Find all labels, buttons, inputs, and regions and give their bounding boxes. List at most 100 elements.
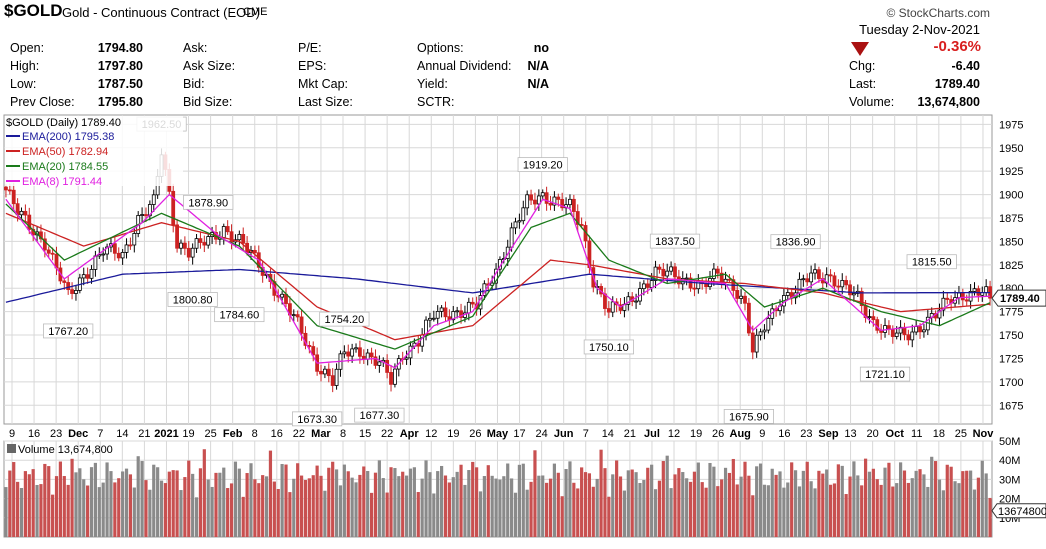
candle-body [852,293,856,296]
x-tick-label: 23 [50,428,62,440]
candle-body [190,247,195,258]
candle-body [241,234,246,244]
volume-bar [451,477,455,537]
price-annotation: 1750.10 [589,342,629,354]
volume-bar [334,469,339,537]
volume-tick-label: 30M [999,474,1020,486]
candle-body [914,326,919,333]
price-panel-frame [3,114,993,425]
candle-body [354,347,358,350]
x-tick-label: 19 [182,428,194,440]
volume-bar [692,471,697,537]
volume-bar [54,476,59,537]
candle-body [202,242,207,246]
candle-body [746,302,751,334]
volume-bar [420,478,424,537]
volume-bar [323,490,327,537]
candle-body [116,252,121,259]
volume-bar [47,466,51,537]
brand-logo[interactable]: © StockCharts.com [886,6,990,20]
volume-bar [898,462,903,537]
volume-bar [82,479,86,537]
volume-bar [354,482,358,537]
volume-bar [362,466,366,537]
candle-body [389,372,393,385]
volume-bar [949,466,953,537]
volume-bar [747,475,751,537]
candle-body [435,311,440,319]
candle-body [19,210,24,216]
volume-bar [245,473,249,537]
candle-body [910,331,915,341]
candle-body [801,278,806,281]
candle-body [182,242,187,249]
price-annotation: 1919.20 [523,160,563,172]
candle-body [186,247,191,258]
quote-label: Open: [10,41,45,55]
candle-body [319,370,323,375]
candle-body [404,357,409,360]
candle-body [937,309,942,319]
candle-body [972,288,977,292]
candle-body [941,297,946,311]
volume-bar [669,488,673,537]
price-annotation: 1673.30 [297,414,337,426]
ema50-line [5,212,991,341]
candle-body [859,290,864,307]
volume-bar [210,486,214,537]
volume-bar [836,464,840,537]
volume-bar [35,484,39,537]
volume-bar [183,477,187,537]
volume-bar [681,472,685,537]
volume-bar [945,464,949,537]
volume-bar [331,461,335,537]
candle-body [844,280,849,286]
volume-bar [957,483,961,537]
volume-bar [813,488,817,537]
volume-bar [774,474,778,537]
candle-body [575,211,580,225]
x-tick-label: Jul [644,428,660,440]
volume-bar [233,461,238,537]
x-tick-label: 2021 [154,428,178,440]
volume-bar [622,490,627,537]
volume-bar [346,471,350,537]
candle-body [385,359,390,373]
candle-body [81,274,86,279]
volume-bar [646,467,650,537]
chart-header: $GOLD Gold - Continuous Contract (EOD) C… [0,0,1046,24]
volume-bar [389,467,393,537]
volume-bar [159,480,164,537]
volume-bar [97,487,101,537]
volume-bar [455,471,459,537]
x-tick-label: Aug [730,428,751,440]
x-tick-label: 11 [911,428,922,440]
candle-body [346,351,351,357]
annotation-box [649,233,701,249]
volume-bar [902,470,907,537]
volume-bar [933,461,938,537]
volume-bar [408,468,413,537]
x-tick-label: 25 [204,428,216,440]
candle-body [252,250,257,254]
y-tick-label: 1750 [999,330,1023,342]
candle-body [809,272,814,283]
x-tick-label: 13 [844,428,856,440]
candle-body [653,266,658,281]
volume-bar [385,492,389,537]
candle-body [101,253,106,256]
volume-bar [583,472,588,537]
candle-body [74,290,78,294]
candle-body [66,282,71,291]
candle-body [560,199,565,209]
candle-body [657,266,662,270]
candle-body [556,196,561,200]
volume-bar [743,461,747,537]
x-tick-label: 12 [425,428,437,440]
volume-bar [556,472,560,537]
instrument-name: Gold - Continuous Contract (EOD) [62,5,260,20]
candle-body [221,226,226,238]
x-tick-label: 22 [381,428,393,440]
volume-bar [611,474,615,537]
